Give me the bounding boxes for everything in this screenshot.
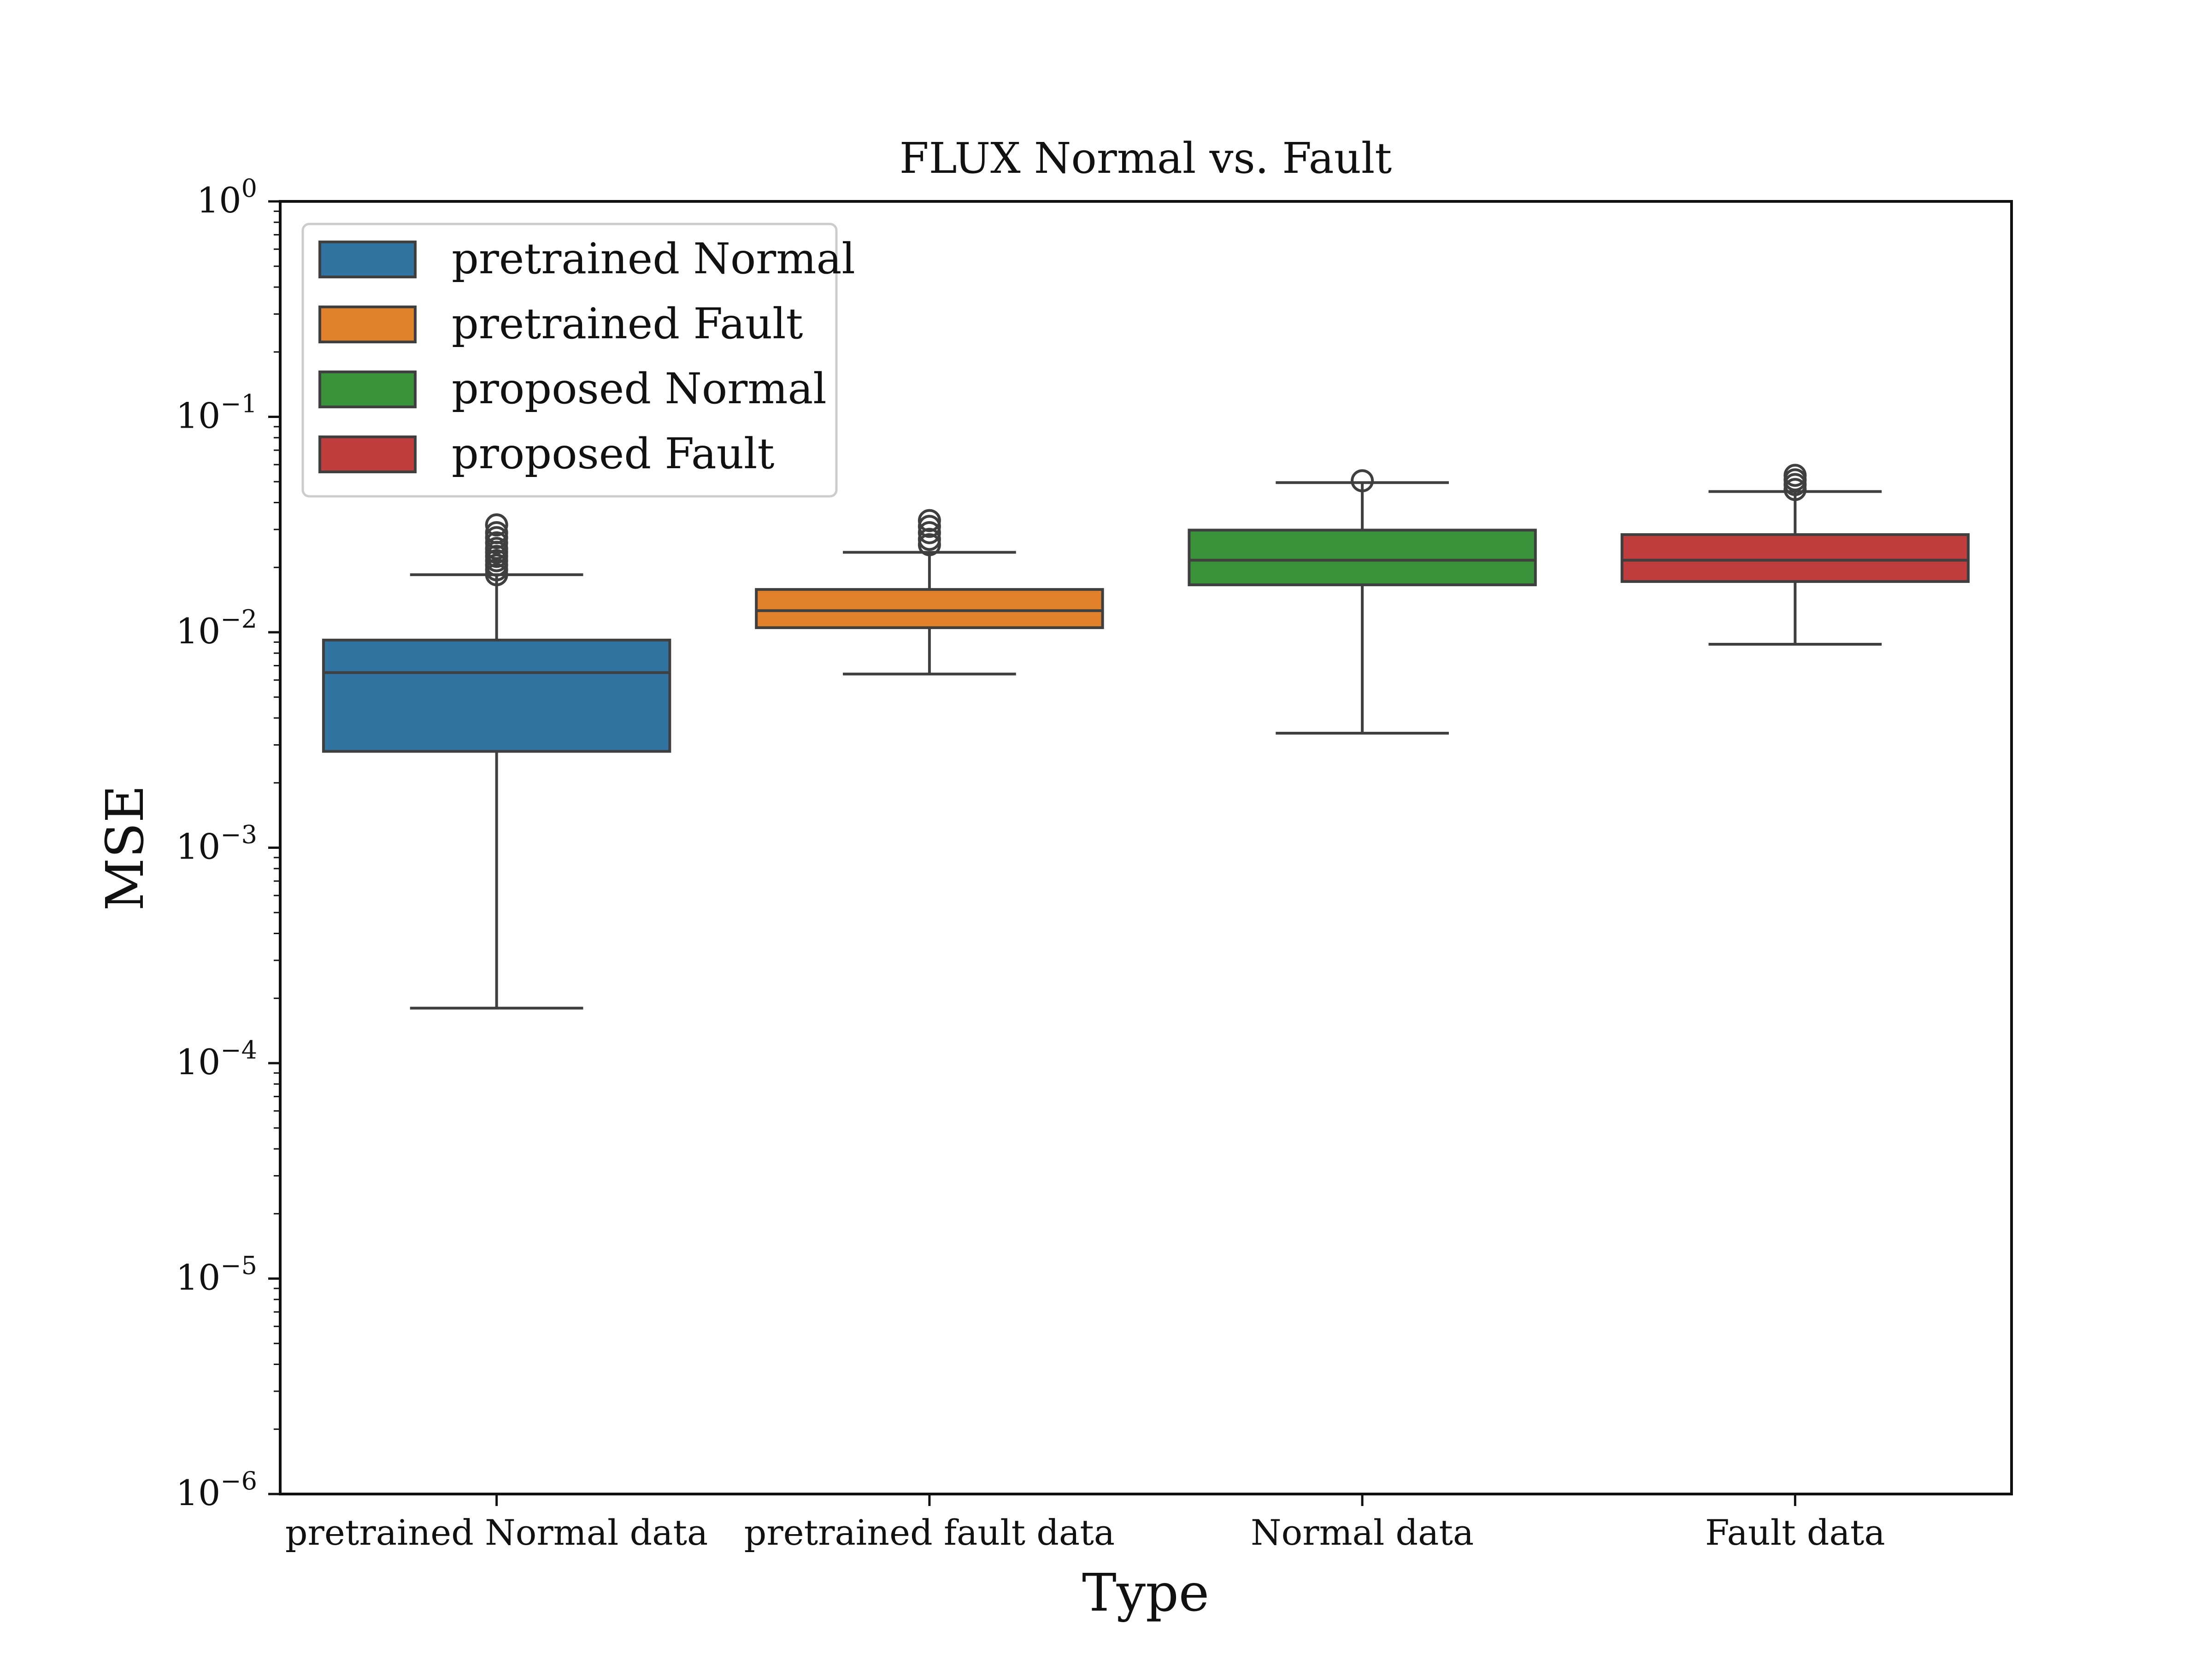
y-tick-label: 10−2 (176, 605, 257, 652)
y-tick-label: 100 (197, 174, 257, 221)
x-tick-label: pretrained fault data (744, 1512, 1115, 1553)
chart-title: FLUX Normal vs. Fault (900, 134, 1392, 183)
y-tick-base: 10 (176, 1041, 221, 1082)
y-tick-exponent: −1 (220, 389, 257, 418)
box-group-1 (755, 509, 1104, 676)
box-group-2 (1188, 469, 1537, 735)
outlier-point (485, 513, 508, 537)
y-tick-label: 10−4 (176, 1035, 257, 1082)
y-tick-exponent: −5 (220, 1251, 257, 1280)
outlier-point (1351, 469, 1374, 493)
legend-swatch (318, 306, 417, 343)
y-tick-label: 10−6 (176, 1466, 257, 1513)
box-iqr (1620, 533, 1970, 583)
y-tick-exponent: −6 (220, 1466, 257, 1495)
legend-label: pretrained Fault (452, 299, 803, 348)
y-tick-exponent: −3 (220, 820, 257, 849)
plot-frame (279, 200, 2013, 1495)
outlier-point (918, 521, 941, 544)
legend-frame (301, 223, 838, 498)
legend-swatch (318, 435, 417, 473)
boxes-layer (322, 464, 1970, 1010)
x-tick-label: Fault data (1705, 1512, 1885, 1553)
y-tick-base: 10 (176, 611, 221, 652)
legend-label: pretrained Normal (452, 234, 855, 283)
outlier-point (485, 537, 508, 560)
box-iqr (322, 638, 671, 753)
y-tick-base: 10 (176, 1257, 221, 1298)
y-axis-label: MSE (95, 785, 155, 911)
y-tick-label: 10−3 (176, 820, 257, 867)
outlier-point (485, 521, 508, 544)
outlier-point (1783, 464, 1807, 487)
x-tick-label: pretrained Normal data (285, 1512, 708, 1553)
box-group-3 (1620, 464, 1970, 646)
outlier-point (918, 515, 941, 538)
x-axis: pretrained Normal data pretrained fault d… (285, 1494, 1885, 1553)
y-tick-base: 10 (176, 1472, 221, 1513)
y-tick-exponent: 0 (241, 174, 257, 203)
x-axis-label: Type (1082, 1563, 1209, 1623)
y-tick-label: 10−1 (176, 389, 257, 436)
y-tick-exponent: −2 (220, 605, 257, 634)
y-tick-label: 10−5 (176, 1251, 257, 1298)
box-iqr (755, 588, 1104, 629)
y-tick-exponent: −4 (220, 1035, 257, 1065)
y-tick-base: 10 (176, 395, 221, 436)
x-tick-label: Normal data (1251, 1512, 1474, 1553)
legend-swatch (318, 371, 417, 408)
legend-label: proposed Normal (452, 364, 827, 413)
y-tick-base: 10 (176, 826, 221, 867)
outlier-point (918, 528, 941, 551)
legend: pretrained Normal pretrained Fault propose… (301, 223, 855, 498)
outlier-point (918, 509, 941, 532)
box-iqr (1188, 529, 1537, 587)
y-tick-base: 10 (197, 180, 241, 221)
box-group-0 (322, 513, 671, 1010)
legend-swatch (318, 241, 417, 278)
legend-label: proposed Fault (452, 429, 774, 478)
